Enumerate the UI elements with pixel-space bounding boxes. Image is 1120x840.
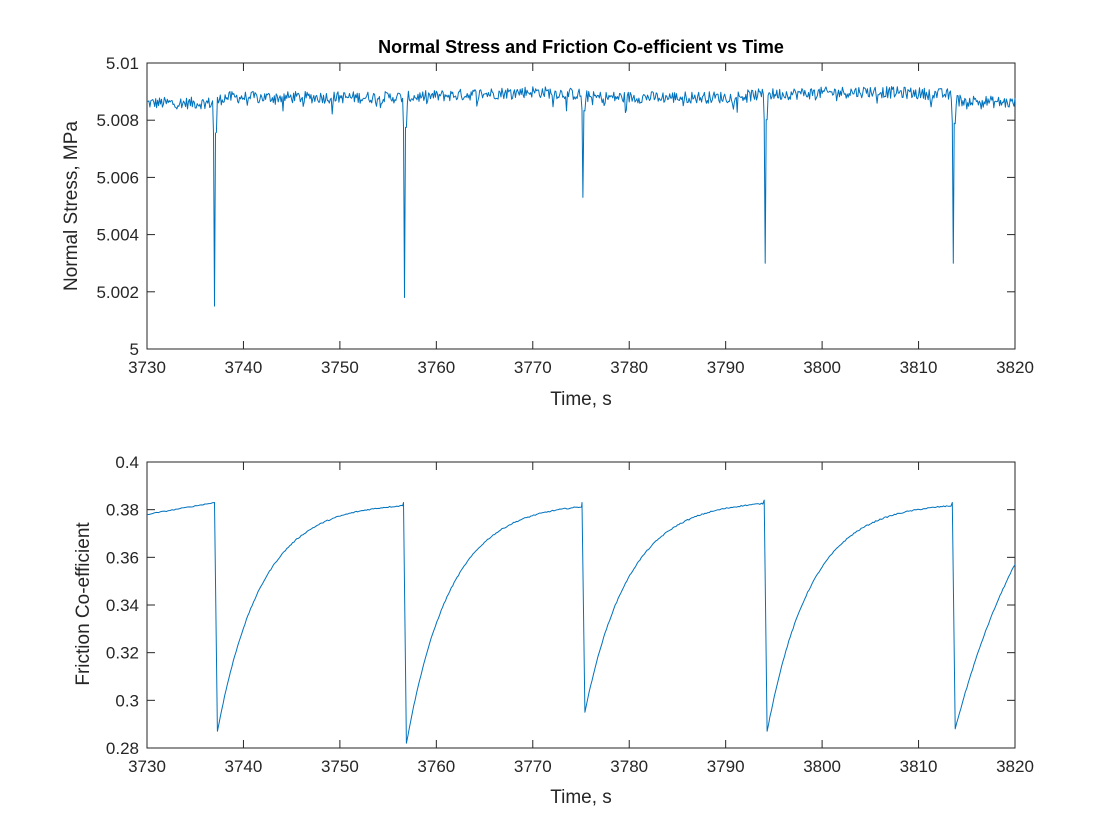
top-x-tick-label: 3730 <box>128 358 166 377</box>
top-x-tick-label: 3810 <box>900 358 938 377</box>
top-axes-frame <box>146 62 1016 350</box>
top-y-tick-label: 5.008 <box>96 111 139 130</box>
bottom-chart: 3730 3740 3750 3760 3770 3780 3790 3800 3810 3820… <box>73 453 1034 808</box>
top-y-tick-label: 5.01 <box>106 54 139 73</box>
top-x-tick-label: 3790 <box>707 358 745 377</box>
bottom-x-tick-label: 3750 <box>321 757 359 776</box>
top-chart: Normal Stress and Friction Co-efficient … <box>61 37 1034 410</box>
bottom-x-tick-label: 3820 <box>996 757 1034 776</box>
bottom-x-tick-label: 3770 <box>514 757 552 776</box>
bottom-x-tick-label: 3780 <box>610 757 648 776</box>
top-y-tick-label: 5 <box>130 340 139 359</box>
bottom-x-axis-label: Time, s <box>550 787 612 808</box>
top-x-tick-label: 3750 <box>321 358 359 377</box>
top-x-tick-label: 3770 <box>514 358 552 377</box>
bottom-x-tick-label: 3740 <box>225 757 263 776</box>
top-x-tick-label: 3780 <box>610 358 648 377</box>
top-x-tick-label: 3760 <box>417 358 455 377</box>
bottom-x-tick-label: 3730 <box>128 757 166 776</box>
bottom-plot-area: 3730 3740 3750 3760 3770 3780 3790 3800 3810 3820… <box>106 453 1034 776</box>
bottom-x-tick-label: 3760 <box>417 757 455 776</box>
top-x-axis-label: Time, s <box>550 389 612 410</box>
bottom-y-axis-label: Friction Co-efficient <box>73 522 94 686</box>
chart-title: Normal Stress and Friction Co-efficient … <box>378 37 784 57</box>
bottom-x-tick-label: 3790 <box>707 757 745 776</box>
bottom-y-tick-label: 0.32 <box>106 644 139 663</box>
top-x-tick-label: 3820 <box>996 358 1034 377</box>
bottom-y-tick-label: 0.28 <box>106 739 139 758</box>
top-x-tick-label: 3740 <box>225 358 263 377</box>
top-x-tick-label: 3800 <box>803 358 841 377</box>
normal-stress-series <box>146 86 1016 307</box>
bottom-x-tick-label: 3810 <box>900 757 938 776</box>
friction-coefficient-series <box>147 499 1016 744</box>
bottom-y-tick-label: 0.38 <box>106 501 139 520</box>
bottom-x-tick-label: 3800 <box>803 757 841 776</box>
top-y-tick-label: 5.004 <box>96 226 139 245</box>
top-y-tick-label: 5.002 <box>96 283 139 302</box>
bottom-y-tick-label: 0.34 <box>106 596 139 615</box>
top-y-axis-label: Normal Stress, MPa <box>61 121 82 291</box>
bottom-y-tick-label: 0.4 <box>115 453 139 472</box>
bottom-axes-frame <box>146 461 1016 749</box>
bottom-y-tick-label: 0.3 <box>115 691 139 710</box>
bottom-y-tick-label: 0.36 <box>106 548 139 567</box>
top-plot-area: 3730 3740 3750 3760 3770 3780 3790 3800 3810 3820… <box>96 54 1033 377</box>
top-y-tick-label: 5.006 <box>96 168 139 187</box>
